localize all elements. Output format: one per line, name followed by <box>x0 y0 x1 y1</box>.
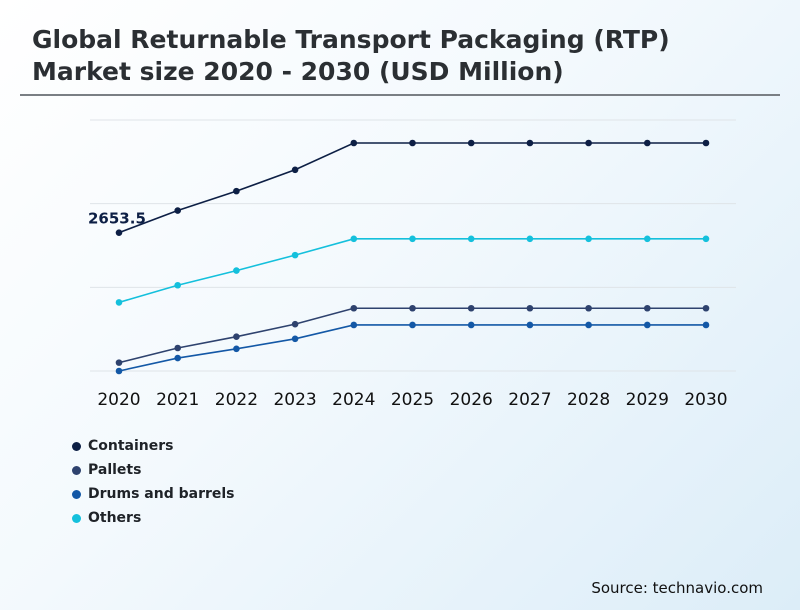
legend-label-others: Others <box>88 510 142 526</box>
legend-item-others: Others <box>72 506 235 530</box>
data-point-containers <box>409 139 416 147</box>
legend-item-drums-and-barrels: Drums and barrels <box>72 482 235 506</box>
data-point-pallets <box>174 344 181 352</box>
x-tick-label: 2029 <box>626 390 669 410</box>
data-point-pallets <box>702 304 710 312</box>
data-point-pallets <box>644 304 651 312</box>
data-point-pallets <box>526 304 534 312</box>
data-point-drums-and-barrels <box>115 367 123 375</box>
chart-legend: Containers Pallets Drums and barrels Oth… <box>72 434 235 530</box>
data-point-drums-and-barrels <box>291 335 299 343</box>
data-point-drums-and-barrels <box>702 321 710 329</box>
legend-label-pallets: Pallets <box>88 462 142 478</box>
data-point-others <box>585 235 592 243</box>
data-point-others <box>467 235 475 243</box>
data-point-containers <box>702 139 710 147</box>
x-tick-label: 2028 <box>567 390 610 410</box>
data-point-others <box>702 235 710 243</box>
legend-swatch-drums-and-barrels <box>72 489 81 499</box>
data-point-drums-and-barrels <box>644 321 651 329</box>
legend-label-containers: Containers <box>88 438 174 454</box>
data-point-pallets <box>233 333 240 340</box>
data-point-containers <box>174 207 181 214</box>
data-point-others <box>644 235 651 243</box>
data-point-drums-and-barrels <box>174 354 181 362</box>
x-tick-label: 2024 <box>332 390 375 410</box>
legend-swatch-pallets <box>72 465 81 475</box>
x-tick-label: 2025 <box>391 390 434 410</box>
data-point-others <box>409 235 416 243</box>
data-point-containers <box>644 139 651 147</box>
series-line-drums-and-barrels <box>118 324 706 372</box>
data-label: 2653.5 <box>88 210 146 228</box>
legend-item-containers: Containers <box>72 434 235 458</box>
x-tick-label: 2022 <box>215 390 258 410</box>
data-point-containers <box>291 166 299 174</box>
data-point-others <box>115 299 123 306</box>
source-credit: Source: technavio.com <box>591 579 763 597</box>
data-point-containers <box>115 229 123 236</box>
data-point-others <box>291 251 299 259</box>
data-point-pallets <box>291 320 299 328</box>
x-tick-label: 2027 <box>508 390 551 410</box>
title-divider <box>20 94 780 96</box>
x-tick-label: 2030 <box>684 390 727 410</box>
x-tick-label: 2023 <box>273 390 316 410</box>
x-tick-label: 2021 <box>156 390 199 410</box>
data-point-drums-and-barrels <box>585 321 592 329</box>
data-point-pallets <box>350 304 358 312</box>
data-point-others <box>233 267 240 274</box>
chart-title-line-2: Market size 2020 - 2030 (USD Million) <box>32 57 564 86</box>
data-point-pallets <box>585 304 592 312</box>
series-line-pallets <box>118 307 706 364</box>
chart-title-line-1: Global Returnable Transport Packaging (R… <box>32 25 670 54</box>
legend-label-drums-and-barrels: Drums and barrels <box>88 486 235 502</box>
data-point-others <box>174 281 181 289</box>
data-point-containers <box>467 139 475 147</box>
data-point-others <box>526 235 534 243</box>
legend-item-pallets: Pallets <box>72 458 235 482</box>
x-tick-label: 2026 <box>450 390 493 410</box>
legend-swatch-containers <box>72 441 81 451</box>
data-point-pallets <box>467 304 475 312</box>
chart-title: Global Returnable Transport Packaging (R… <box>32 24 772 88</box>
series-line-containers <box>118 142 706 234</box>
data-point-drums-and-barrels <box>467 321 475 329</box>
data-point-containers <box>233 187 240 195</box>
series-line-others <box>118 238 706 304</box>
data-point-pallets <box>409 304 416 312</box>
data-point-containers <box>526 139 534 147</box>
data-point-containers <box>350 139 358 147</box>
data-point-pallets <box>115 359 123 366</box>
data-point-containers <box>585 139 592 147</box>
data-point-drums-and-barrels <box>233 345 240 353</box>
x-tick-label: 2020 <box>97 390 140 410</box>
data-point-drums-and-barrels <box>350 321 358 329</box>
data-point-drums-and-barrels <box>409 321 416 329</box>
data-point-others <box>350 235 358 243</box>
legend-swatch-others <box>72 513 81 523</box>
data-point-drums-and-barrels <box>526 321 534 329</box>
